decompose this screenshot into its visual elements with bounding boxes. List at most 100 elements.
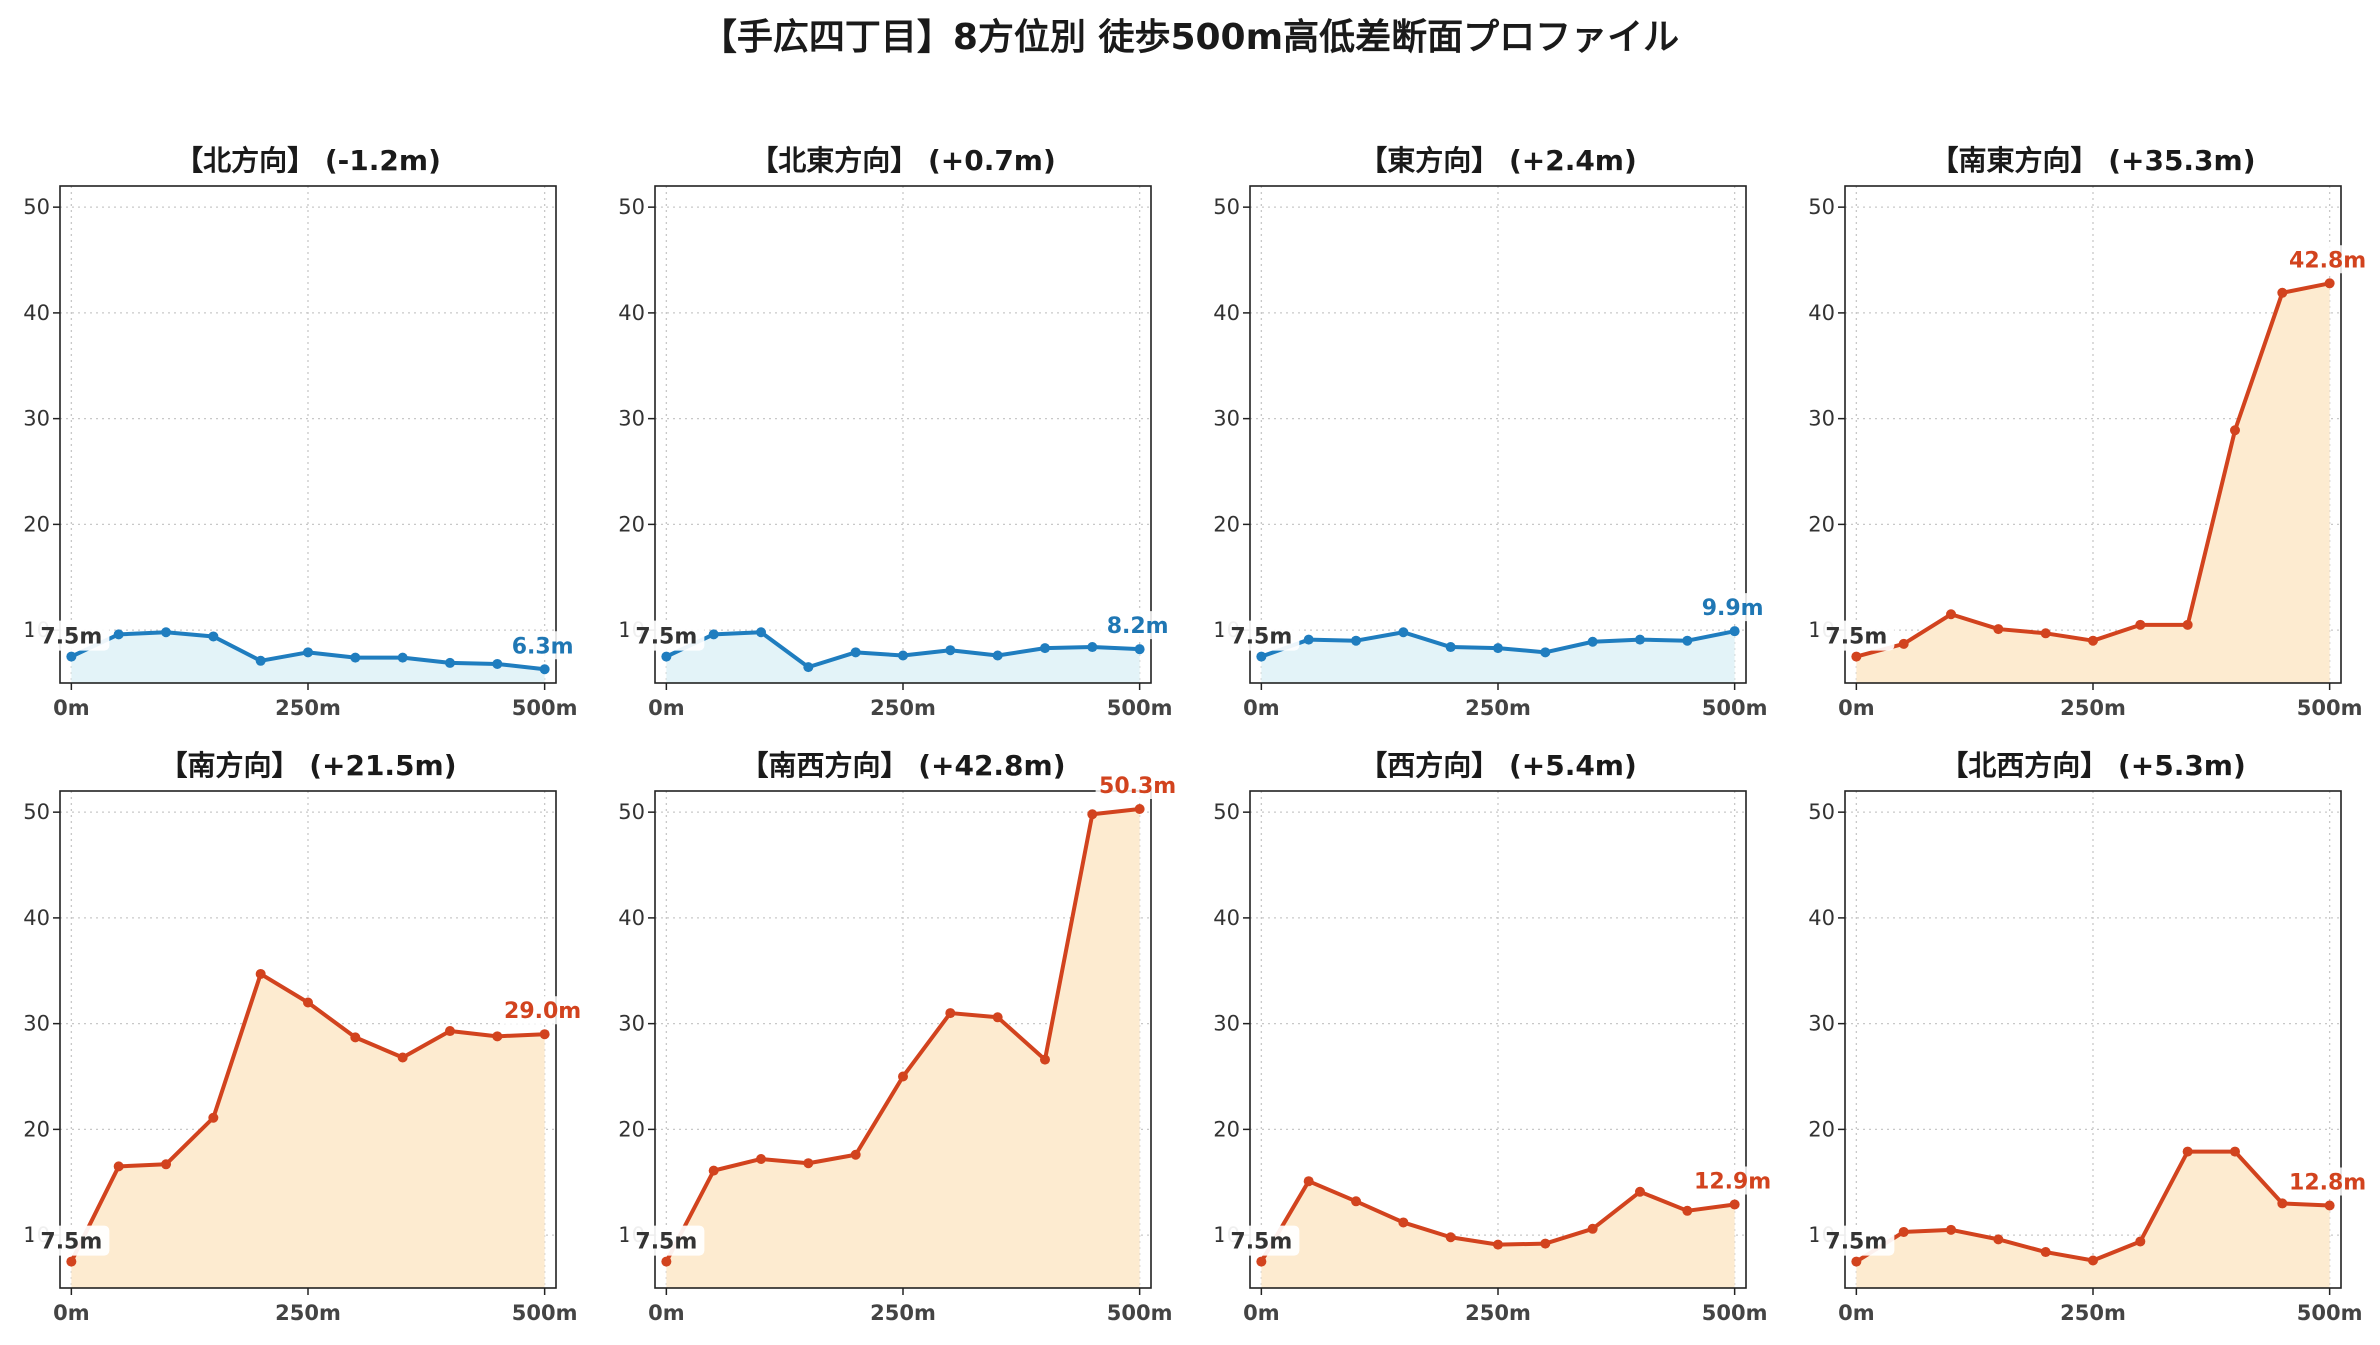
area-fill: [1261, 1181, 1735, 1288]
data-point: [2277, 287, 2288, 298]
data-point: [303, 647, 313, 658]
data-point: [2229, 1146, 2240, 1157]
y-tick-label: 50: [618, 195, 645, 219]
start-label: 7.5m: [635, 625, 697, 650]
y-tick-label: 30: [1808, 407, 1835, 431]
y-tick-label: 20: [1213, 512, 1240, 536]
data-point: [1540, 1238, 1551, 1249]
y-tick-label: 30: [1808, 1012, 1835, 1036]
data-point: [2040, 1247, 2051, 1258]
start-label-box: [33, 1225, 110, 1256]
data-point: [898, 1071, 908, 1082]
y-tick-label: 20: [1808, 512, 1835, 536]
panel-southwest: 【南西方向】 (+42.8m)10203040500m250m500m7.5m5…: [595, 745, 1190, 1345]
y-tick-label: 20: [23, 1117, 50, 1141]
panel-south: 【南方向】 (+21.5m)10203040500m250m500m7.5m29…: [0, 745, 595, 1345]
panel-southeast: 【南東方向】 (+35.3m)10203040500m250m500m7.5m4…: [1785, 140, 2380, 740]
data-point: [708, 1165, 719, 1176]
start-label: 7.5m: [1230, 1230, 1292, 1255]
x-tick-label: 500m: [512, 1301, 578, 1325]
x-tick-label: 0m: [53, 696, 90, 720]
data-point: [1256, 1256, 1267, 1267]
start-label: 7.5m: [635, 1230, 697, 1255]
data-point: [397, 1052, 408, 1063]
data-point: [1351, 1196, 1362, 1207]
data-point: [1445, 642, 1456, 653]
end-label-box: [500, 631, 589, 660]
data-point: [1087, 809, 1098, 820]
x-tick-label: 500m: [2297, 1301, 2363, 1325]
chart-svg: 【北西方向】 (+5.3m)10203040500m250m500m7.5m12…: [1808, 749, 2374, 1325]
chart-svg: 【南東方向】 (+35.3m)10203040500m250m500m7.5m4…: [1808, 144, 2374, 720]
data-point: [1898, 1226, 1909, 1237]
data-point: [1851, 1256, 1862, 1267]
plot-frame: [1249, 185, 1747, 684]
x-tick-label: 0m: [1243, 1301, 1280, 1325]
y-tick-label: 30: [23, 407, 50, 431]
x-tick-label: 500m: [1107, 1301, 1173, 1325]
y-tick-label: 20: [1808, 1117, 1835, 1141]
data-point: [1634, 1186, 1645, 1197]
data-point: [539, 664, 550, 675]
end-label: 29.0m: [504, 999, 581, 1024]
area-fill: [666, 808, 1140, 1288]
y-tick-label: 50: [618, 800, 645, 824]
y-tick-label: 20: [618, 1117, 645, 1141]
data-point: [1682, 635, 1693, 646]
start-label-box: [1223, 1225, 1300, 1256]
data-point: [898, 650, 908, 661]
area-fill: [1261, 631, 1735, 683]
start-label-box: [1818, 620, 1895, 651]
data-point: [2182, 619, 2193, 630]
start-label: 7.5m: [40, 1230, 102, 1255]
x-tick-label: 500m: [1702, 1301, 1768, 1325]
data-point: [444, 1026, 455, 1037]
start-label: 7.5m: [1825, 625, 1887, 650]
data-point: [1134, 644, 1145, 655]
data-point: [350, 652, 361, 663]
end-label: 42.8m: [2289, 248, 2366, 273]
data-point: [992, 650, 1003, 661]
y-tick-label: 20: [618, 512, 645, 536]
plot-frame: [59, 185, 557, 684]
data-point: [1898, 638, 1909, 649]
end-label: 12.9m: [1694, 1169, 1771, 1194]
data-point: [492, 1031, 503, 1042]
end-label-box: [2285, 245, 2374, 274]
x-tick-label: 0m: [53, 1301, 90, 1325]
x-tick-label: 250m: [1465, 696, 1531, 720]
y-tick-label: 40: [1213, 301, 1240, 325]
data-point: [1398, 627, 1409, 638]
data-point: [1445, 1232, 1456, 1243]
panel-northwest: 【北西方向】 (+5.3m)10203040500m250m500m7.5m12…: [1785, 745, 2380, 1345]
end-label: 12.8m: [2289, 1171, 2366, 1196]
start-label-box: [1223, 620, 1300, 651]
y-tick-label: 40: [23, 301, 50, 325]
x-tick-label: 500m: [1702, 696, 1768, 720]
start-label: 7.5m: [40, 625, 102, 650]
data-point: [1256, 651, 1267, 662]
area-fill: [71, 973, 545, 1288]
data-point: [708, 629, 719, 640]
panel-title: 【東方向】 (+2.4m): [1359, 144, 1637, 177]
data-point: [661, 1256, 672, 1267]
end-label: 50.3m: [1099, 774, 1176, 799]
x-tick-label: 250m: [870, 696, 936, 720]
data-point: [113, 1161, 124, 1172]
chart-svg: 【北東方向】 (+0.7m)10203040500m250m500m7.5m8.…: [618, 144, 1184, 720]
data-point: [397, 652, 408, 663]
y-tick-label: 50: [23, 195, 50, 219]
data-point: [661, 651, 672, 662]
chart-svg: 【南方向】 (+21.5m)10203040500m250m500m7.5m29…: [23, 749, 589, 1325]
panel-title: 【北西方向】 (+5.3m): [1940, 749, 2246, 782]
figure-title: 【手広四丁目】8方位別 徒歩500m高低差断面プロファイル: [700, 17, 1680, 58]
y-tick-label: 30: [1213, 407, 1240, 431]
area-fill: [71, 632, 545, 683]
x-tick-label: 250m: [2060, 696, 2126, 720]
data-point: [803, 1158, 814, 1169]
start-label-box: [33, 620, 110, 651]
data-point: [850, 647, 861, 658]
chart-svg: 【南西方向】 (+42.8m)10203040500m250m500m7.5m5…: [618, 749, 1184, 1325]
y-tick-label: 40: [618, 906, 645, 930]
x-tick-label: 500m: [1107, 696, 1173, 720]
